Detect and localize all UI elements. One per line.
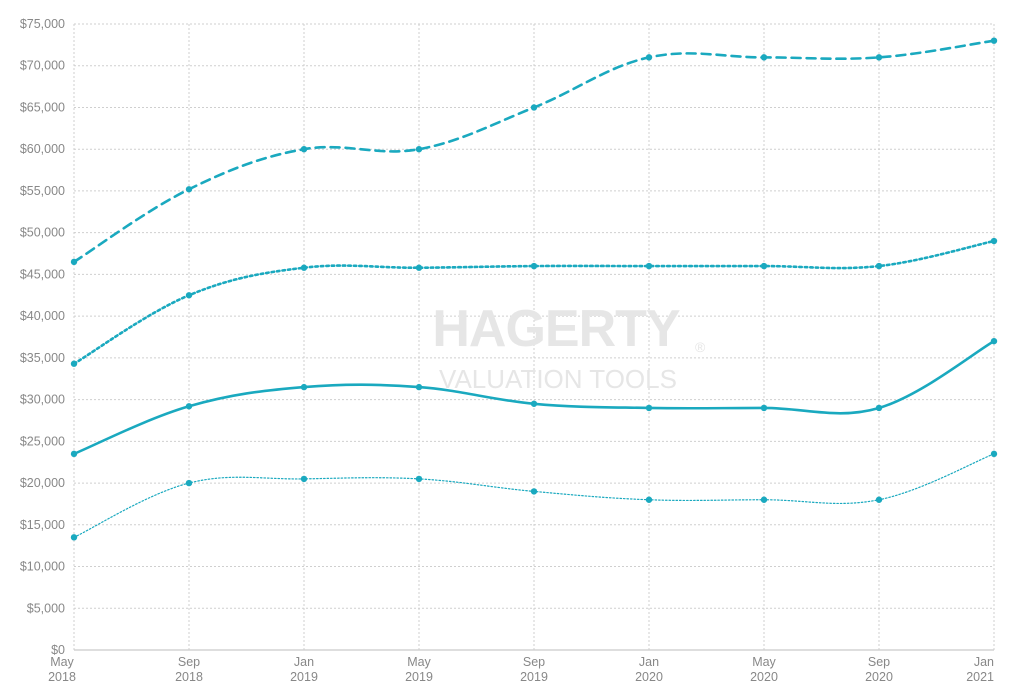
data-point-dotted[interactable] (415, 264, 423, 271)
data-point-solid[interactable] (645, 404, 653, 412)
data-point-thin-dotted[interactable] (185, 479, 193, 487)
x-tick-label-year: 2020 (865, 670, 893, 684)
y-tick-label: $15,000 (20, 518, 65, 532)
gridlines (73, 23, 995, 651)
data-point-dashed[interactable] (415, 146, 423, 153)
y-tick-label: $5,000 (27, 601, 65, 615)
x-tick-label-month: Jan (974, 655, 994, 669)
data-point-dashed[interactable] (875, 54, 883, 61)
watermark-brand: HAGERTY (432, 300, 680, 358)
y-tick-label: $25,000 (20, 434, 65, 448)
x-tick-label-year: 2018 (175, 670, 203, 684)
x-tick-label-month: Sep (868, 655, 890, 669)
data-point-thin-dotted[interactable] (70, 534, 78, 541)
watermark-registered-mark: ® (695, 339, 706, 355)
data-point-solid[interactable] (70, 450, 78, 458)
data-point-thin-dotted[interactable] (300, 475, 308, 483)
data-point-dotted[interactable] (530, 262, 538, 270)
data-point-solid[interactable] (990, 337, 998, 345)
data-point-solid[interactable] (185, 403, 193, 410)
x-tick-label-month: Sep (178, 655, 200, 669)
x-tick-label-month: Jan (294, 655, 314, 669)
x-tick-label-year: 2019 (290, 670, 318, 684)
data-point-solid[interactable] (300, 383, 308, 391)
y-tick-label: $65,000 (20, 100, 65, 114)
y-axis-tick-labels: $0 $5,000 $10,000 $15,000 $20,000 $25,000 $30,… (20, 17, 65, 657)
data-point-dashed[interactable] (300, 146, 308, 153)
y-tick-label: $30,000 (20, 393, 65, 407)
data-point-dotted[interactable] (70, 360, 78, 367)
data-point-thin-dotted[interactable] (760, 496, 768, 503)
x-tick-label-month: May (50, 655, 74, 669)
data-point-dashed[interactable] (530, 104, 538, 111)
data-point-thin-dotted[interactable] (415, 475, 423, 483)
x-tick-label-year: 2021 (966, 670, 994, 684)
data-point-solid[interactable] (875, 404, 883, 412)
y-tick-label: $35,000 (20, 351, 65, 365)
y-tick-label: $10,000 (20, 560, 65, 574)
series-line-dotted (72, 239, 996, 366)
x-tick-label-year: 2020 (750, 670, 778, 684)
data-point-thin-dotted[interactable] (530, 488, 538, 495)
data-point-thin-dotted[interactable] (875, 496, 883, 503)
data-point-dashed[interactable] (70, 258, 78, 266)
y-tick-label: $50,000 (20, 226, 65, 240)
x-tick-label-month: May (407, 655, 431, 669)
data-point-thin-dotted[interactable] (990, 450, 998, 458)
y-tick-label: $40,000 (20, 309, 65, 323)
data-point-solid[interactable] (530, 400, 538, 407)
data-point-dashed[interactable] (990, 37, 998, 44)
y-tick-label: $20,000 (20, 476, 65, 490)
data-point-dotted[interactable] (760, 262, 768, 270)
x-tick-label-year: 2018 (48, 670, 76, 684)
x-tick-label-month: Sep (523, 655, 545, 669)
y-tick-label: $75,000 (20, 17, 65, 31)
series-points (70, 37, 998, 541)
y-tick-label: $0 (51, 643, 65, 657)
data-point-dotted[interactable] (185, 292, 193, 299)
data-point-thin-dotted[interactable] (645, 496, 653, 503)
data-point-dotted[interactable] (990, 237, 998, 245)
x-axis-tick-labels: May2018Sep2018Jan2019May2019Sep2019Jan20… (48, 655, 994, 684)
data-point-dashed[interactable] (760, 54, 768, 61)
data-point-solid[interactable] (760, 404, 768, 412)
x-tick-label-month: May (752, 655, 776, 669)
y-tick-label: $45,000 (20, 267, 65, 281)
y-tick-label: $60,000 (20, 142, 65, 156)
data-point-dashed[interactable] (645, 54, 653, 61)
x-tick-label-year: 2019 (405, 670, 433, 684)
y-tick-label: $70,000 (20, 59, 65, 73)
data-point-solid[interactable] (415, 383, 423, 391)
y-tick-label: $55,000 (20, 184, 65, 198)
data-point-dotted[interactable] (300, 264, 308, 271)
data-point-dotted[interactable] (645, 262, 653, 270)
x-tick-label-year: 2019 (520, 670, 548, 684)
x-tick-label-year: 2020 (635, 670, 663, 684)
watermark-subtitle: VALUATION TOOLS (439, 364, 677, 394)
hagerty-watermark: HAGERTY ® VALUATION TOOLS (432, 300, 706, 394)
data-point-dashed[interactable] (185, 186, 193, 193)
x-tick-label-month: Jan (639, 655, 659, 669)
data-point-dotted[interactable] (875, 262, 883, 270)
